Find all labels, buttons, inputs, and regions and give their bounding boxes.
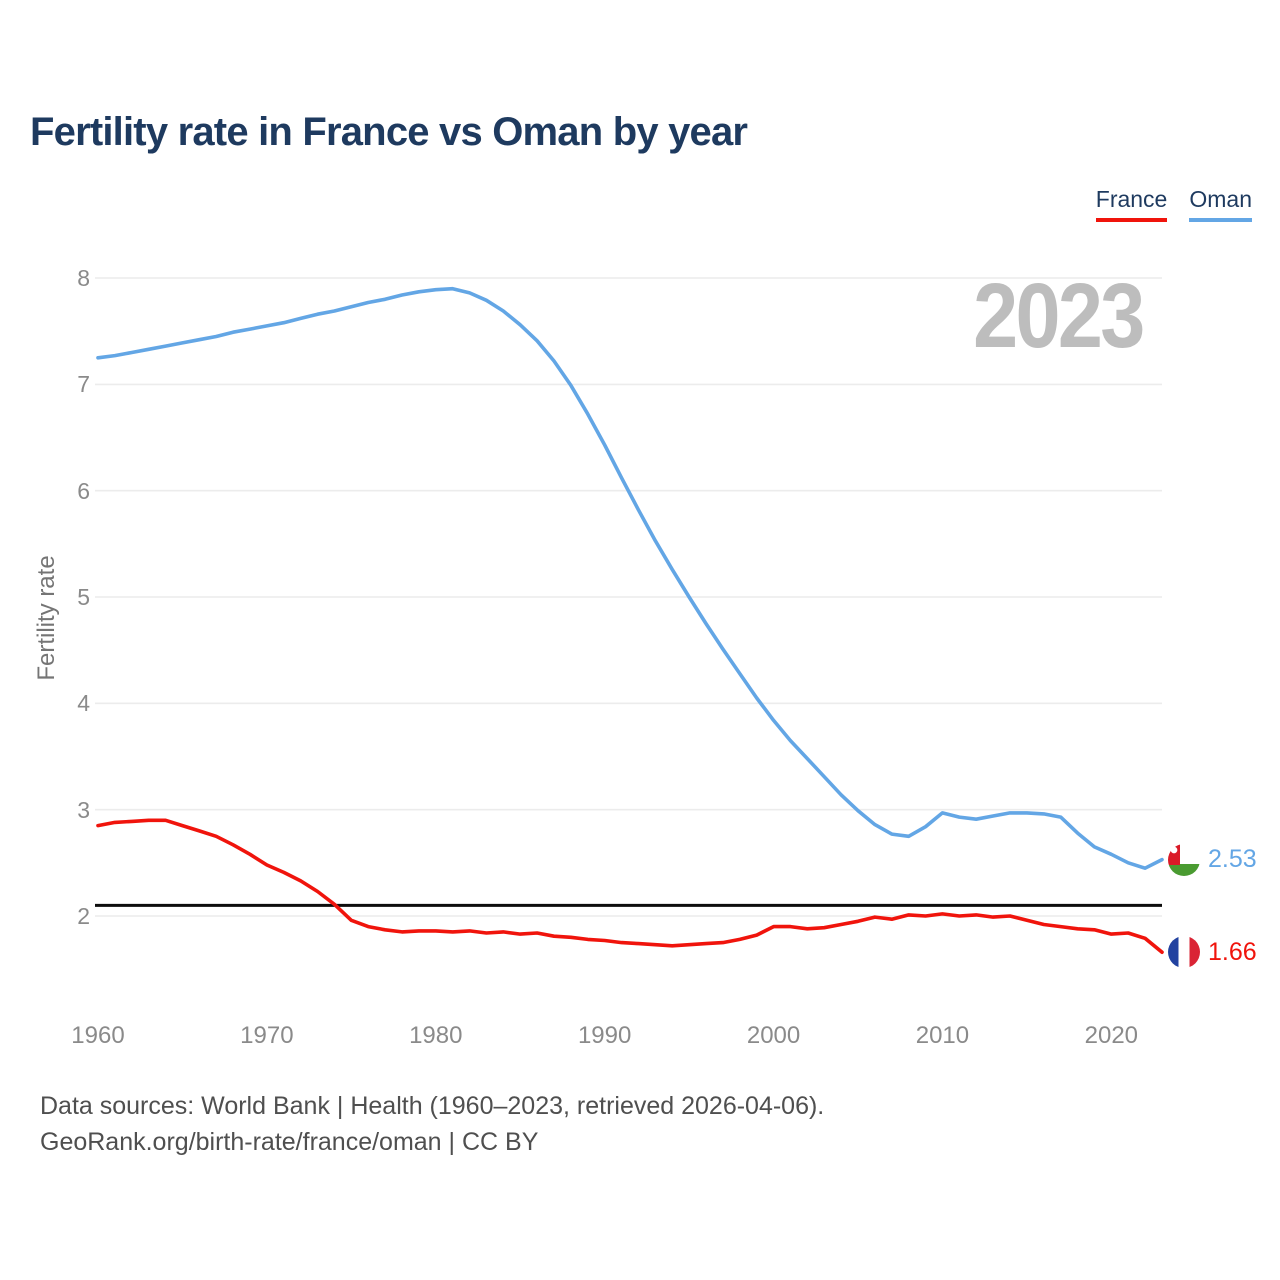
x-tick-label: 2010 — [915, 1022, 970, 1049]
x-tick-label: 1960 — [71, 1022, 125, 1049]
x-tick-label: 2000 — [746, 1022, 801, 1049]
x-tick-label: 1970 — [240, 1022, 294, 1049]
oman-end-label: 2.53 — [1168, 843, 1257, 876]
footer-link: GeoRank.org/birth-rate/france/oman | CC … — [40, 1128, 539, 1156]
footer-sources: Data sources: World Bank | Health (1960–… — [40, 1092, 825, 1120]
y-tick-label: 4 — [77, 690, 90, 717]
oman-series-line — [96, 286, 1164, 871]
y-tick-label: 2 — [77, 903, 90, 929]
oman-flag-icon — [1168, 843, 1200, 876]
legend: France Oman — [1095, 186, 1252, 222]
y-tick-label: 5 — [77, 584, 90, 610]
x-tick-label: 1990 — [577, 1022, 632, 1049]
x-tick-label: 1980 — [409, 1022, 463, 1049]
y-tick-label: 7 — [77, 371, 90, 398]
france-end-value: 1.66 — [1208, 937, 1257, 966]
watermark-year: 2023 — [973, 265, 1145, 367]
france-series-line — [96, 818, 1164, 955]
footer: Data sources: World Bank | Health (1960–… — [40, 1088, 824, 1160]
legend-item-france[interactable]: France — [1095, 186, 1168, 222]
oman-end-value: 2.53 — [1208, 845, 1257, 874]
legend-item-oman[interactable]: Oman — [1189, 186, 1252, 222]
y-tick-label: 8 — [77, 265, 90, 292]
france-end-label: 1.66 — [1168, 936, 1257, 969]
x-tick-label: 2020 — [1084, 1022, 1139, 1049]
chart-title: Fertility rate in France vs Oman by year — [30, 110, 748, 154]
y-tick-label: 6 — [77, 477, 90, 504]
y-tick-label: 3 — [77, 796, 90, 823]
france-flag-icon — [1168, 936, 1200, 969]
